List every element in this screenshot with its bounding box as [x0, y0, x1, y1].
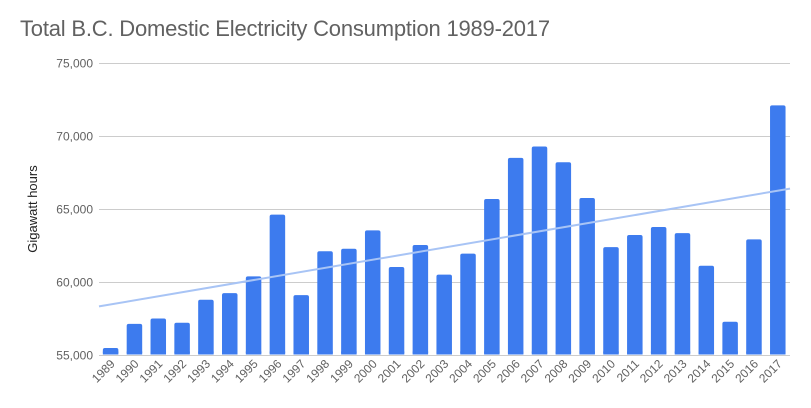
trendline: [98, 187, 791, 308]
bar-2012: [650, 226, 667, 355]
bar-2008: [555, 162, 572, 355]
bar-base: [746, 351, 762, 355]
x-tick-label: 1994: [208, 356, 237, 385]
y-tick-label: 55,000: [56, 349, 93, 363]
bar-base: [245, 351, 262, 355]
bar-2006: [507, 157, 524, 355]
bar-2017: [770, 105, 786, 355]
x-tick-label: 1999: [327, 356, 356, 385]
x-tick-label: 2007: [518, 356, 547, 385]
bar-base: [603, 351, 619, 355]
y-tick-label: 60,000: [56, 276, 93, 290]
bars: [102, 105, 786, 355]
bar-base: [269, 351, 286, 355]
x-tick-label: 1996: [256, 356, 285, 385]
bar-base: [722, 351, 738, 355]
bar-base: [364, 351, 381, 355]
bar-base: [174, 351, 190, 355]
x-tick-label: 1992: [160, 356, 189, 385]
x-tick-label: 1990: [113, 356, 142, 385]
x-tick-label: 2011: [614, 356, 642, 384]
bar-1992: [174, 322, 190, 355]
bar-base: [222, 351, 238, 355]
bar-2007: [531, 146, 548, 355]
x-tick-label: 1991: [137, 356, 166, 385]
bar-2009: [579, 197, 595, 355]
x-tick-label: 2006: [494, 356, 523, 385]
bar-base: [674, 351, 691, 355]
bar-1993: [198, 299, 214, 355]
bar-base: [102, 351, 119, 355]
bar-base: [126, 351, 143, 355]
bar-2014: [698, 265, 715, 355]
bar-base: [293, 351, 309, 355]
bar-1997: [293, 295, 309, 355]
bar-1998: [317, 251, 333, 355]
bar-2016: [746, 239, 762, 355]
y-axis-ticks: 55,000 60,000 65,000 70,000 75,000: [56, 57, 93, 363]
bar-base: [436, 351, 452, 355]
bar-base: [698, 351, 715, 355]
bar-base: [150, 351, 167, 355]
x-tick-label: 2012: [637, 356, 666, 385]
bar-2011: [627, 234, 643, 355]
x-tick-label: 2013: [661, 356, 690, 385]
bar-2004: [460, 253, 476, 355]
bar-base: [531, 351, 548, 355]
bar-2002: [412, 245, 429, 355]
x-tick-label: 1997: [280, 356, 309, 385]
y-tick-label: 75,000: [56, 57, 93, 71]
bar-base: [627, 351, 643, 355]
bar-base: [770, 351, 786, 355]
bar-2013: [674, 233, 691, 355]
x-tick-label: 1995: [232, 356, 261, 385]
x-tick-label: 1998: [303, 356, 332, 385]
x-tick-label: 2004: [446, 356, 475, 385]
bar-2005: [484, 198, 500, 355]
bar-base: [579, 351, 595, 355]
bar-base: [198, 351, 214, 355]
x-tick-label: 2016: [732, 356, 761, 385]
x-tick-label: 2001: [375, 356, 404, 385]
bar-1995: [245, 276, 262, 355]
x-tick-label: 2008: [542, 356, 571, 385]
x-tick-label: 2010: [589, 356, 618, 385]
bar-2000: [364, 230, 381, 355]
bar-base: [412, 351, 429, 355]
bar-base: [507, 351, 524, 355]
bar-2001: [388, 267, 405, 355]
x-tick-label: 2000: [351, 356, 380, 385]
x-tick-label: 1989: [89, 356, 118, 385]
x-tick-label: 2003: [423, 356, 452, 385]
x-tick-label: 2002: [399, 356, 428, 385]
chart-title: Total B.C. Domestic Electricity Consumpt…: [20, 16, 550, 41]
bar-2015: [722, 321, 738, 355]
x-tick-label: 2017: [756, 356, 785, 385]
x-tick-label: 1993: [184, 356, 213, 385]
bar-base: [341, 351, 357, 355]
x-tick-label: 2014: [685, 356, 714, 385]
bar-1994: [222, 293, 238, 355]
bar-base: [484, 351, 500, 355]
trendline-layer: [98, 187, 791, 308]
bar-2010: [603, 247, 619, 355]
y-axis-title: Gigawatt hours: [25, 165, 40, 253]
x-axis-ticks: 1989199019911992199319941995199619971998…: [89, 356, 785, 385]
bar-1999: [341, 248, 357, 355]
bar-1990: [126, 323, 143, 355]
bar-base: [317, 351, 333, 355]
bar-2003: [436, 274, 452, 355]
bar-base: [460, 351, 476, 355]
x-tick-label: 2015: [708, 356, 737, 385]
x-tick-label: 2009: [566, 356, 595, 385]
y-tick-label: 65,000: [56, 203, 93, 217]
x-tick-label: 2005: [470, 356, 499, 385]
bar-base: [650, 351, 667, 355]
bar-1996: [269, 214, 286, 355]
bar-base: [388, 351, 405, 355]
y-tick-label: 70,000: [56, 130, 93, 144]
bar-base: [555, 351, 572, 355]
bar-1991: [150, 318, 167, 355]
